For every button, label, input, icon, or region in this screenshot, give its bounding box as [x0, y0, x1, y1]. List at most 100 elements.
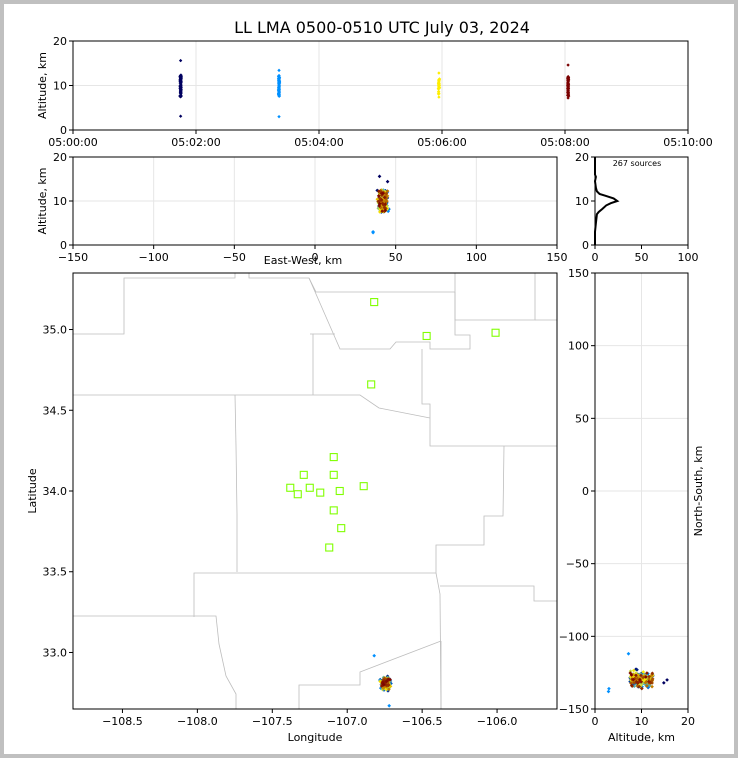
source-point [566, 96, 570, 100]
plan-view-tick-label-x: −107.0 [327, 715, 368, 728]
source-point [437, 78, 441, 83]
source-point [641, 675, 645, 680]
altitude-histogram-line [593, 157, 620, 245]
ew-altitude-tick-label-x: 0 [312, 251, 319, 264]
source-point [179, 79, 183, 84]
source-point [178, 58, 183, 63]
time-altitude-frame [72, 40, 689, 131]
source-point [381, 191, 385, 196]
source-point [437, 95, 441, 99]
source-point [437, 82, 441, 87]
source-point [644, 675, 648, 679]
source-point [388, 677, 392, 682]
altitude-northsouth-tick-label-y: −150 [559, 703, 589, 716]
station-marker [305, 483, 314, 492]
altitude-histogram-tick-label-x: 100 [678, 251, 699, 264]
source-point [382, 195, 387, 200]
county-boundary [310, 333, 314, 395]
source-point [277, 92, 281, 97]
plan-view-tick-label-x: −106.5 [402, 715, 443, 728]
altitude-histogram-tick-label-y: 10 [575, 195, 589, 208]
source-point [277, 68, 281, 73]
source-point [626, 651, 631, 656]
county-boundaries [73, 273, 557, 710]
source-point [665, 678, 669, 682]
ew-altitude-tick-label-x: −50 [223, 251, 246, 264]
ew-altitude-xlabel: East-West, km [264, 254, 342, 267]
station-marker [335, 486, 344, 496]
source-point [371, 230, 375, 235]
axes-layer: 05:00:00 05:02:00 05:04:00 05:06:00 05:08:00… [26, 35, 713, 744]
source-point [380, 201, 385, 206]
station-marker [359, 482, 368, 491]
time-altitude-tick-label-y: 10 [53, 80, 67, 93]
time-altitude-tick-label-x: 05:10:00 [663, 136, 712, 149]
lma-figure-svg: LL LMA 0500-0510 UTC July 03, 2024 05:00… [26, 18, 713, 744]
source-point [566, 63, 570, 67]
station-marker [422, 331, 431, 341]
source-point [566, 74, 570, 79]
source-point [566, 93, 570, 98]
altitude-northsouth-tick-label-y: 150 [568, 267, 589, 280]
time-altitude-tick-label-x: 05:02:00 [171, 136, 220, 149]
altitude-northsouth-tick-label-y: −100 [559, 630, 589, 643]
plan-view-tick-label-y: 35.0 [43, 324, 68, 337]
plan-view-tick-label-x: −108.0 [177, 715, 218, 728]
altitude-northsouth-tick-label-x: 10 [635, 715, 649, 728]
source-point [387, 703, 392, 708]
altitude-northsouth-tick-label-y: 0 [582, 485, 589, 498]
ew-altitude-tick-label-x: −150 [58, 251, 88, 264]
source-point [634, 673, 638, 678]
ew-altitude-tick-label-x: −100 [139, 251, 169, 264]
source-point [377, 201, 382, 206]
source-point [376, 189, 381, 194]
lma-figure: LL LMA 0500-0510 UTC July 03, 2024 05:00… [4, 4, 734, 754]
altitude-northsouth-tick-label-y: 50 [575, 412, 589, 425]
station-marker [329, 470, 338, 479]
source-point [385, 179, 390, 184]
source-point [178, 114, 183, 118]
source-point [179, 91, 183, 95]
plan-view-frame [72, 272, 558, 710]
source-point [647, 674, 652, 679]
county-boundary [73, 273, 236, 335]
grid-layer [72, 40, 689, 710]
county-boundary [193, 445, 505, 617]
time-altitude-tick-label-y: 0 [60, 124, 67, 137]
source-point [178, 77, 183, 81]
altitude-histogram-tick-label-y: 20 [575, 151, 589, 164]
county-boundary [440, 585, 557, 602]
altitude-histogram-frame [594, 156, 689, 246]
source-point [639, 673, 643, 678]
source-point [386, 683, 391, 687]
source-point [277, 81, 281, 86]
station-marker [293, 490, 302, 499]
source-point [647, 679, 651, 684]
plan-view-tick-label-y: 33.5 [43, 566, 68, 579]
source-point [566, 86, 570, 91]
plan-view-tick-label-x: −107.5 [252, 715, 293, 728]
ew-altitude-tick-label-y: 20 [53, 151, 67, 164]
source-point [629, 673, 634, 677]
figure-title: LL LMA 0500-0510 UTC July 03, 2024 [234, 18, 530, 37]
data-points [178, 58, 669, 708]
time-altitude-tick-label-x: 05:00:00 [48, 136, 97, 149]
county-boundary [234, 394, 238, 572]
station-marker [370, 298, 379, 307]
source-point [645, 671, 649, 675]
station-marker [329, 453, 338, 462]
altitude-histogram-tick-label-y: 0 [582, 239, 589, 252]
plan-view-tick-label-y: 34.5 [43, 404, 68, 417]
altitude-northsouth-tick-label-x: 0 [592, 715, 599, 728]
source-point [384, 191, 389, 196]
time-altitude-tick-label-x: 05:06:00 [417, 136, 466, 149]
source-point [437, 71, 441, 75]
source-point [641, 670, 646, 674]
source-point [631, 677, 636, 682]
source-point [372, 653, 377, 658]
source-point [383, 208, 388, 213]
ew-altitude-frame [72, 156, 558, 246]
source-count-label: 267 sources [613, 159, 662, 168]
plan-view-tick-label-y: 34.0 [43, 485, 68, 498]
source-point [178, 94, 183, 98]
